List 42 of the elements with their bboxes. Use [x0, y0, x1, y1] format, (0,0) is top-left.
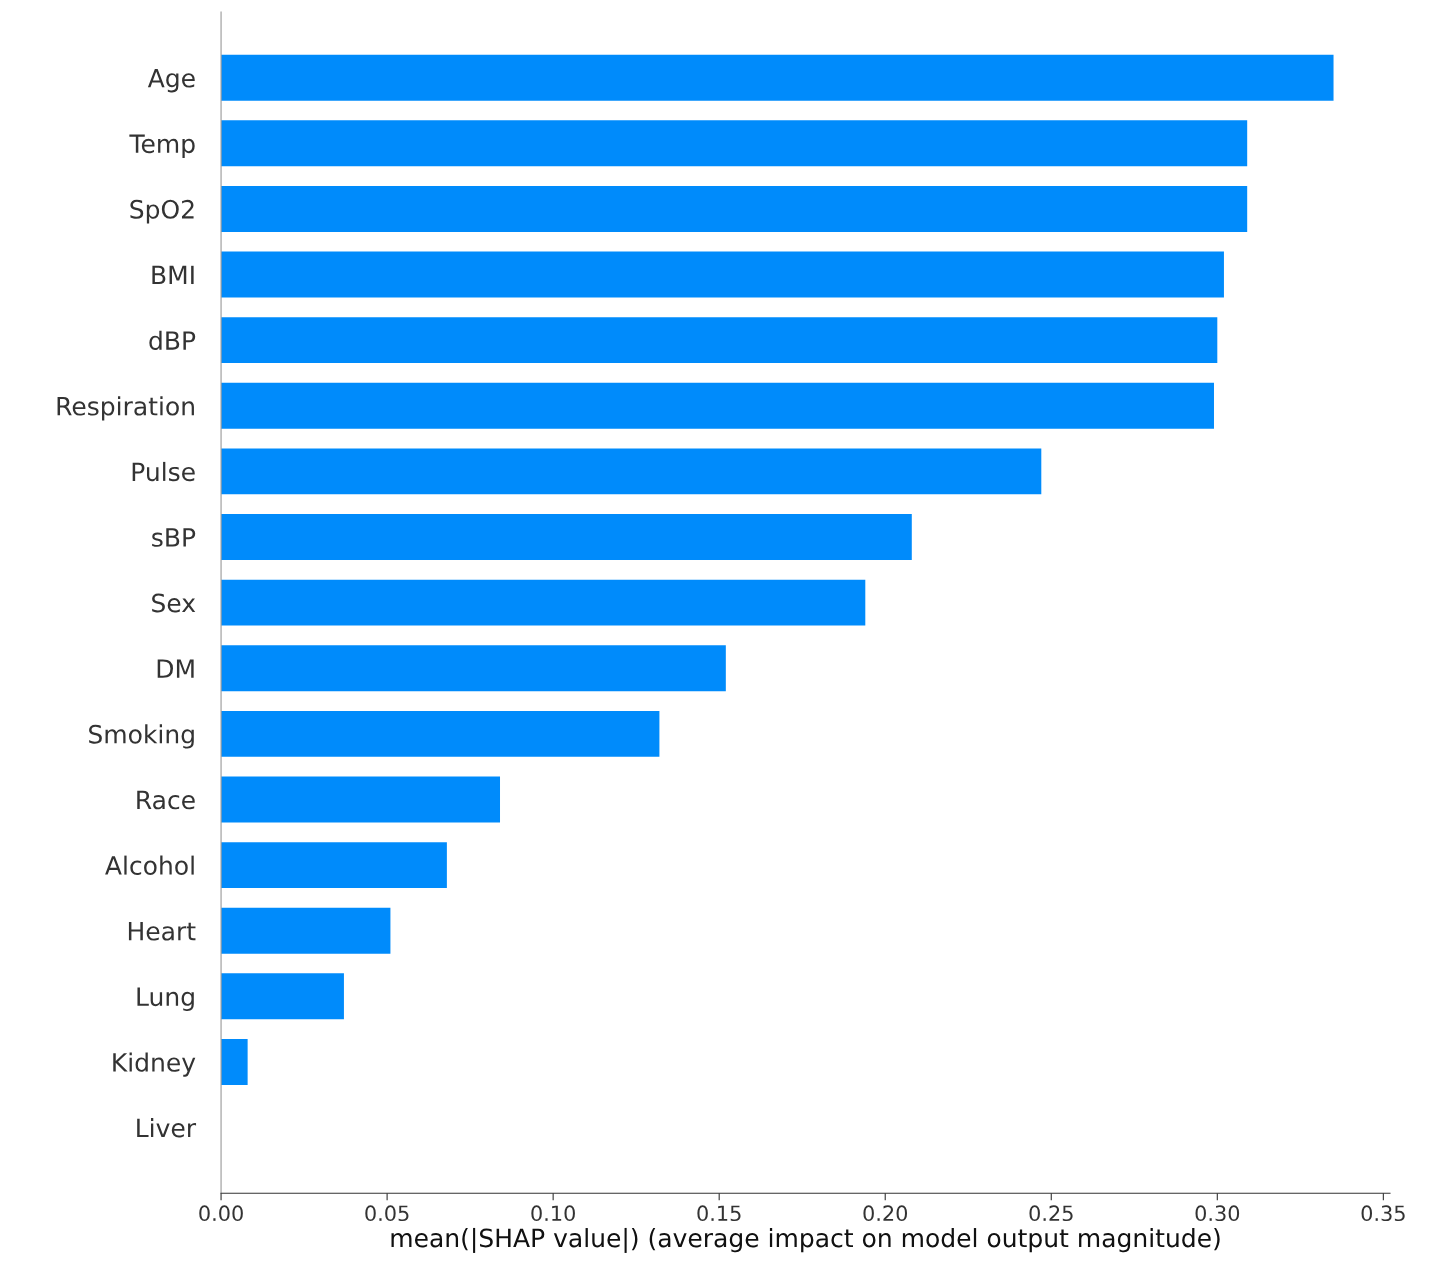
bar — [221, 54, 1334, 101]
bar — [221, 382, 1214, 429]
y-tick-label: Lung — [137, 987, 194, 1012]
bar — [221, 579, 866, 626]
bar — [221, 776, 501, 823]
bar — [221, 645, 726, 692]
x-tick-label: 0.00 — [199, 1205, 243, 1222]
y-tick-label: Kidney — [113, 1052, 196, 1077]
y-tick-label: sBP — [152, 528, 196, 547]
y-tick-label: Age — [147, 68, 195, 93]
bar — [221, 448, 1042, 495]
y-tick-label: Pulse — [132, 461, 195, 482]
y-tick-label: Smoking — [89, 724, 194, 749]
bar — [221, 120, 1248, 167]
y-tick-label: Liver — [137, 1118, 197, 1138]
y-tick-label: Heart — [128, 921, 196, 941]
x-tick-label: 0.10 — [531, 1205, 575, 1222]
y-tick-label: BMI — [152, 265, 194, 285]
y-tick-label: Race — [137, 790, 195, 810]
bar — [221, 907, 391, 954]
bar — [221, 251, 1224, 298]
y-tick-label: Respiration — [57, 396, 194, 421]
bar — [221, 514, 912, 560]
x-tick-label: 0.30 — [1195, 1205, 1240, 1222]
y-tick-label: Temp — [129, 134, 195, 158]
y-tick-label: DM — [157, 659, 194, 678]
bar — [221, 185, 1248, 232]
bar — [221, 317, 1218, 364]
x-tick-label: 0.05 — [365, 1205, 409, 1222]
y-tick-label: dBP — [149, 330, 196, 351]
y-tick-label: Sex — [152, 593, 196, 613]
bar — [221, 973, 344, 1020]
x-axis-title: mean(|SHAP value|) (average impact on model output magnitude) — [391, 1227, 1220, 1253]
y-tick-label: SpO2 — [130, 199, 194, 224]
x-tick-label: 0.15 — [697, 1205, 741, 1222]
bar — [221, 842, 447, 889]
y-tick-label: Alcohol — [105, 855, 194, 875]
x-tick-label: 0.20 — [863, 1205, 908, 1222]
bar — [221, 1038, 248, 1085]
x-tick-label: 0.35 — [1361, 1205, 1405, 1222]
bar — [221, 710, 660, 757]
x-tick-label: 0.25 — [1029, 1205, 1073, 1222]
